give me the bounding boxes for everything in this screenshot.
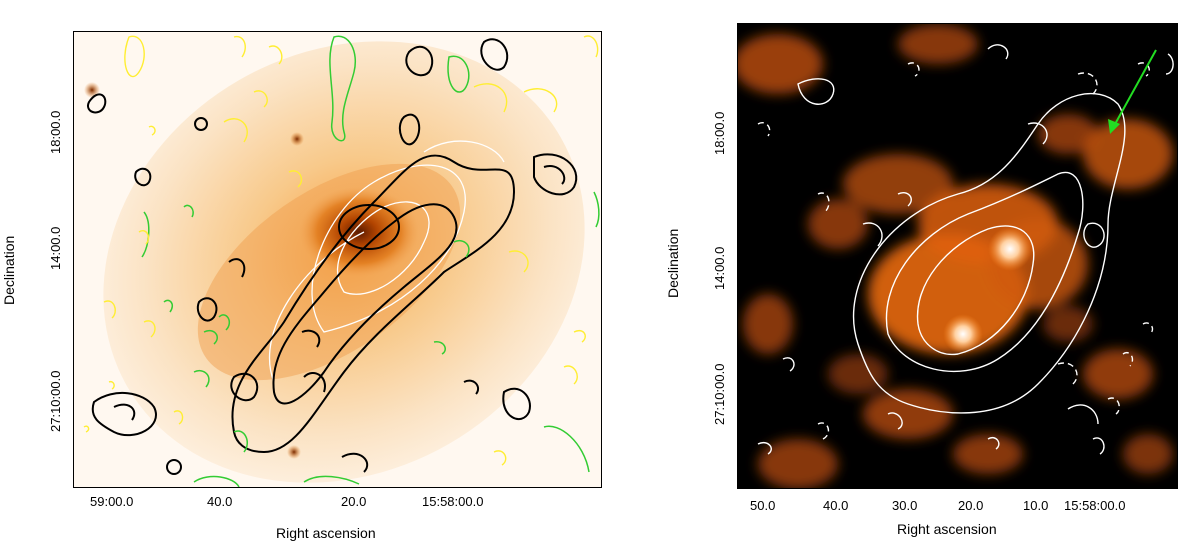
y-axis-title: Declination — [665, 228, 681, 298]
white-contours — [268, 140, 505, 383]
white-contours — [757, 44, 1174, 455]
y-tick: 27:10:00.0 — [48, 370, 63, 432]
y-tick: 27:10:00.0 — [712, 363, 727, 425]
x-tick: 40.0 — [207, 494, 233, 509]
green-arrow — [1108, 49, 1157, 134]
bright-source — [988, 227, 1032, 271]
right-image-frame — [737, 23, 1178, 489]
x-tick: 20.0 — [958, 498, 984, 513]
point-source — [287, 445, 301, 459]
black-contours — [87, 38, 578, 475]
left-image-frame — [73, 31, 602, 488]
x-tick: 50.0 — [750, 498, 776, 513]
cluster-core — [299, 187, 419, 277]
x-tick: 59:00.0 — [90, 494, 134, 509]
point-source — [290, 132, 304, 146]
y-tick: 14:00.0 — [48, 226, 63, 270]
bright-source — [943, 314, 983, 354]
left-xray-map — [74, 32, 601, 487]
green-contours — [141, 35, 600, 487]
yellow-contours — [83, 35, 599, 466]
x-tick: 15:58:00.0 — [422, 494, 484, 509]
y-axis-title: Declination — [1, 235, 17, 305]
point-source — [84, 82, 100, 98]
y-tick: 18:00.0 — [712, 111, 727, 155]
y-tick: 18:00.0 — [48, 110, 63, 154]
x-axis-title: Right ascension — [276, 525, 376, 541]
x-tick: 40.0 — [823, 498, 849, 513]
dashed-contours — [757, 62, 1154, 440]
right-radio-map — [738, 24, 1177, 488]
x-tick: 15:58:00.0 — [1064, 498, 1126, 513]
x-tick: 10.0 — [1023, 498, 1049, 513]
x-axis-title: Right ascension — [897, 521, 997, 537]
right-panel: 50.0 40.0 30.0 20.0 10.0 15:58:00.0 18:0… — [648, 0, 1200, 544]
x-tick: 30.0 — [892, 498, 918, 513]
left-panel: 59:00.0 40.0 20.0 15:58:00.0 18:00.0 14:… — [1, 31, 602, 541]
x-tick: 20.0 — [341, 494, 367, 509]
y-tick: 14:00.0 — [712, 246, 727, 290]
